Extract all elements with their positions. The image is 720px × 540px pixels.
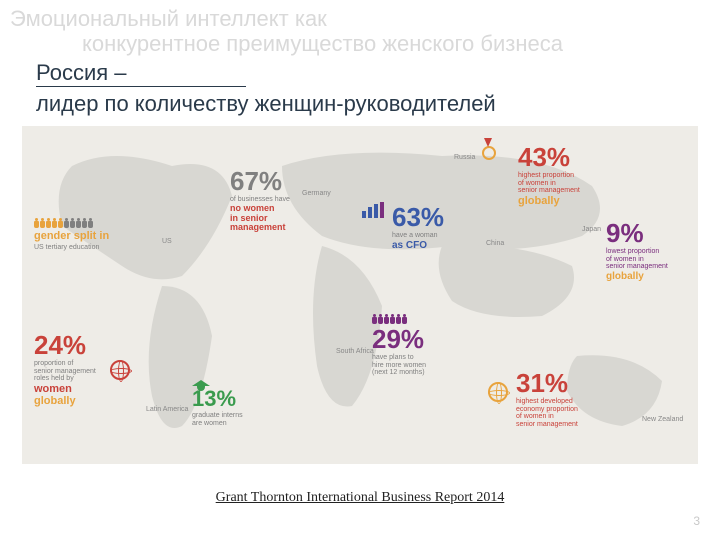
source-citation: Grant Thornton International Business Re… bbox=[0, 490, 720, 506]
medal-icon bbox=[482, 146, 496, 160]
globe-icon-orange bbox=[488, 382, 508, 407]
header-subtitle: лидер по количеству женщин-руководителей bbox=[36, 91, 496, 117]
stat-31-value: 31% bbox=[516, 370, 616, 396]
stat-us-line2: US tertiary education bbox=[34, 244, 154, 252]
stat-29-value: 29% bbox=[372, 326, 462, 352]
slide-header: Россия – лидер по количеству женщин-руко… bbox=[36, 60, 496, 117]
globe-icon-red bbox=[110, 360, 130, 385]
stat-us-line1: gender split in bbox=[34, 230, 154, 242]
stat-japan-text: lowest proportion of women in senior man… bbox=[606, 248, 696, 282]
stat-china-chart bbox=[362, 202, 384, 220]
globe-icon bbox=[488, 382, 508, 402]
stat-china-value: 63% bbox=[392, 204, 472, 230]
stat-china: 63% have a woman as CFO bbox=[392, 204, 472, 251]
watermark-line-1: Эмоциональный интеллект как bbox=[10, 6, 563, 31]
stat-new-zealand: 31% highest developed economy proportion… bbox=[516, 370, 616, 429]
stat-latin-america: 13% graduate interns are women bbox=[192, 380, 272, 427]
label-us: US bbox=[162, 238, 172, 245]
stat-13-text: graduate interns are women bbox=[192, 412, 272, 427]
watermark-line-2: конкурентное преимущество женского бизне… bbox=[10, 31, 563, 56]
stat-china-text: have a woman as CFO bbox=[392, 232, 472, 251]
people-split-icon bbox=[34, 218, 154, 228]
label-china: China bbox=[486, 240, 504, 247]
label-new-zealand: New Zealand bbox=[642, 416, 683, 423]
graduation-cap-icon bbox=[192, 380, 210, 386]
stat-germany: 67% of businesses have no women in senio… bbox=[230, 168, 310, 233]
stat-29-text: have plans to hire more women (next 12 m… bbox=[372, 354, 462, 377]
stat-germany-text: of businesses have no women in senior ma… bbox=[230, 196, 310, 233]
stat-japan: 9% lowest proportion of women in senior … bbox=[606, 220, 696, 282]
stat-24-value: 24% bbox=[34, 332, 134, 358]
stat-russia-value: 43% bbox=[518, 144, 608, 170]
bar-chart-icon bbox=[362, 202, 384, 218]
label-japan: Japan bbox=[582, 226, 601, 233]
people-row-icon bbox=[372, 314, 407, 324]
world-map-infographic: Russia Germany US China Japan South Afri… bbox=[22, 126, 698, 464]
stat-us: gender split in US tertiary education bbox=[34, 218, 154, 252]
label-south-africa: South Africa bbox=[336, 348, 374, 355]
header-title: Россия – bbox=[36, 60, 127, 88]
stat-31-text: highest developed economy proportion of … bbox=[516, 398, 616, 429]
stat-russia-medal bbox=[482, 146, 496, 162]
stat-13-value: 13% bbox=[192, 388, 272, 410]
background-watermark: Эмоциональный интеллект как конкурентное… bbox=[10, 6, 563, 57]
globe-icon bbox=[110, 360, 130, 380]
page-number: 3 bbox=[693, 514, 700, 528]
stat-south-africa: 29% have plans to hire more women (next … bbox=[372, 326, 462, 377]
stat-russia: 43% highest proportion of women in senio… bbox=[518, 144, 608, 207]
label-latin-america: Latin America bbox=[146, 406, 188, 413]
stat-japan-value: 9% bbox=[606, 220, 696, 246]
label-russia: Russia bbox=[454, 154, 475, 161]
stat-russia-text: highest proportion of women in senior ma… bbox=[518, 172, 608, 207]
stat-germany-value: 67% bbox=[230, 168, 310, 194]
